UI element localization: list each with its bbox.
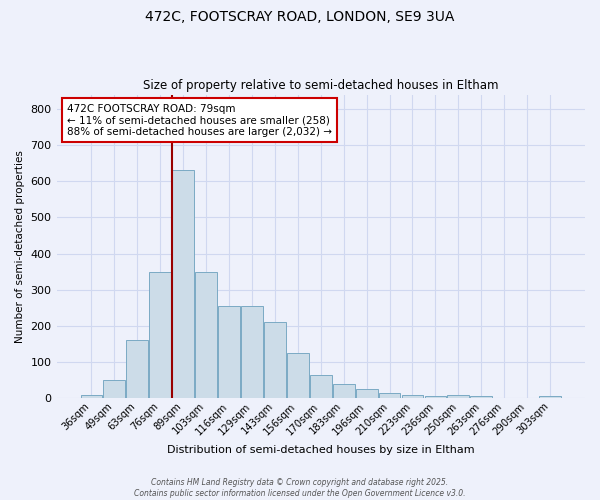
Text: Contains HM Land Registry data © Crown copyright and database right 2025.
Contai: Contains HM Land Registry data © Crown c… [134, 478, 466, 498]
Bar [241, 306, 263, 398]
Bar [448, 396, 469, 398]
Bar [287, 353, 309, 399]
Title: Size of property relative to semi-detached houses in Eltham: Size of property relative to semi-detach… [143, 79, 499, 92]
Bar [470, 396, 492, 398]
Text: 472C FOOTSCRAY ROAD: 79sqm
← 11% of semi-detached houses are smaller (258)
88% o: 472C FOOTSCRAY ROAD: 79sqm ← 11% of semi… [67, 104, 332, 137]
Bar [149, 272, 171, 398]
Y-axis label: Number of semi-detached properties: Number of semi-detached properties [15, 150, 25, 343]
X-axis label: Distribution of semi-detached houses by size in Eltham: Distribution of semi-detached houses by … [167, 445, 475, 455]
Bar [425, 396, 446, 398]
Text: 472C, FOOTSCRAY ROAD, LONDON, SE9 3UA: 472C, FOOTSCRAY ROAD, LONDON, SE9 3UA [145, 10, 455, 24]
Bar [80, 394, 103, 398]
Bar [127, 340, 148, 398]
Bar [103, 380, 125, 398]
Bar [539, 396, 561, 398]
Bar [379, 393, 400, 398]
Bar [172, 170, 194, 398]
Bar [333, 384, 355, 398]
Bar [264, 322, 286, 398]
Bar [218, 306, 240, 398]
Bar [401, 394, 424, 398]
Bar [356, 389, 377, 398]
Bar [195, 272, 217, 398]
Bar [310, 375, 332, 398]
